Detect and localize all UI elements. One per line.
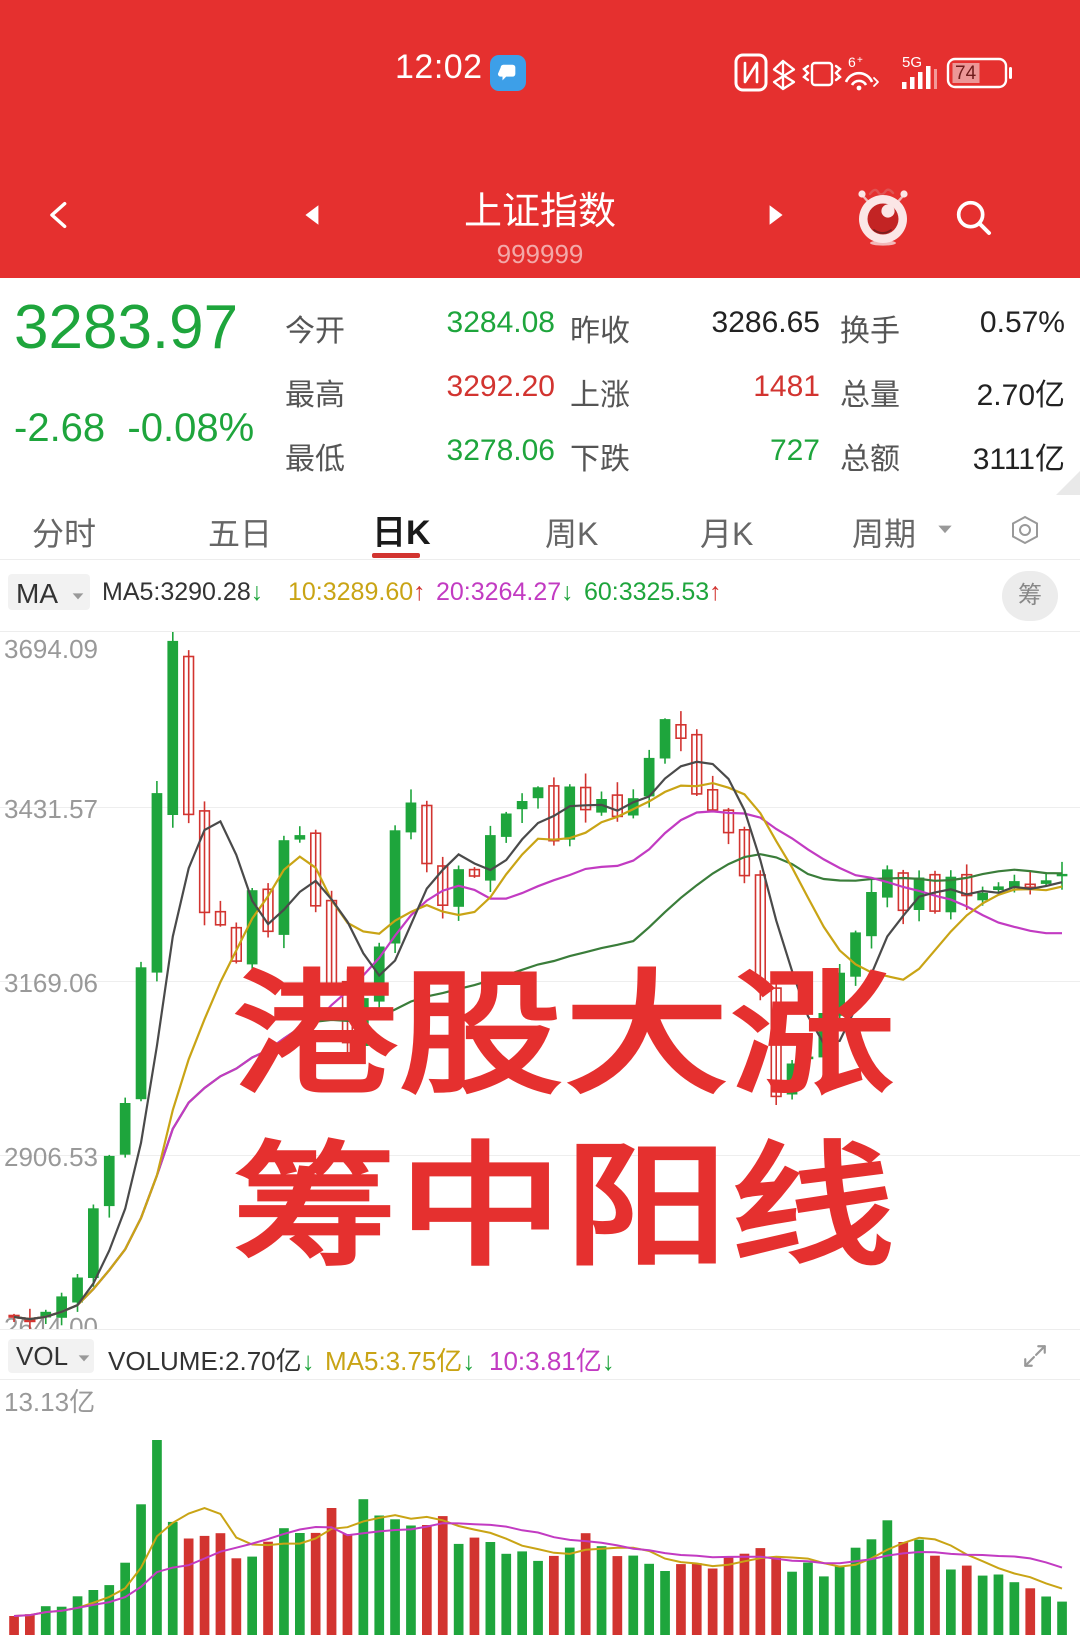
svg-text:74: 74 [955,63,977,84]
svg-text:+: + [857,55,863,66]
svg-text:6: 6 [848,54,856,70]
svg-text:5G: 5G [902,54,922,71]
